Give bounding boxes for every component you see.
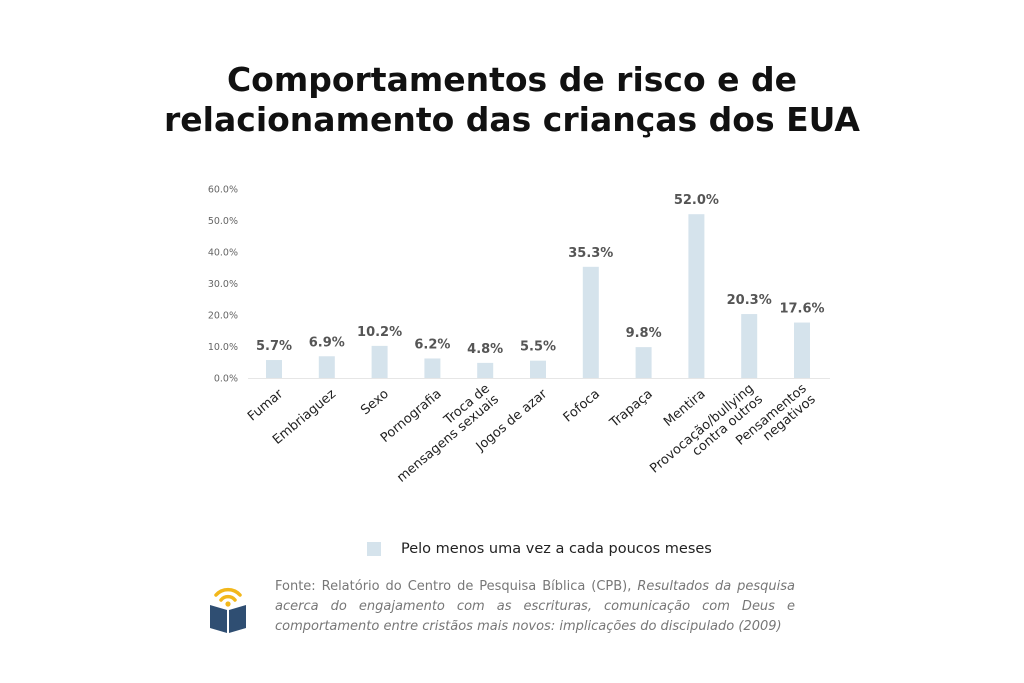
source-prefix: Fonte: Relatório do Centro de Pesquisa B… bbox=[275, 579, 638, 594]
y-tick-label: 30.0% bbox=[208, 279, 238, 290]
bar bbox=[582, 266, 599, 378]
bar bbox=[741, 314, 758, 378]
data-label: 9.8% bbox=[626, 326, 662, 341]
x-tick-label-group: Trapaça bbox=[607, 387, 656, 432]
data-label: 17.6% bbox=[779, 302, 824, 317]
data-label: 6.2% bbox=[414, 337, 450, 352]
x-tick-label: Fofoca bbox=[561, 387, 603, 426]
x-tick-label: Trapaça bbox=[607, 387, 656, 432]
chart-title-line-1: Comportamentos de risco e de bbox=[226, 60, 798, 99]
data-label: 5.5% bbox=[520, 340, 556, 355]
bar bbox=[688, 214, 705, 378]
bar bbox=[530, 360, 546, 378]
y-tick-label: 0.0% bbox=[214, 374, 238, 385]
data-label: 10.2% bbox=[357, 325, 402, 340]
data-label: 35.3% bbox=[568, 246, 613, 261]
y-tick-label: 20.0% bbox=[208, 311, 238, 322]
data-label: 4.8% bbox=[467, 342, 503, 357]
chart-title: Comportamentos de risco e de relacioname… bbox=[0, 60, 1024, 140]
source-title: Resultados da pesquisa acerca do engajam… bbox=[275, 579, 795, 634]
bar bbox=[635, 347, 652, 378]
data-label: 5.7% bbox=[256, 339, 292, 354]
data-label: 52.0% bbox=[674, 193, 719, 208]
x-tick-label-group: Fumar bbox=[245, 386, 287, 424]
x-tick-label: Sexo bbox=[358, 387, 392, 419]
bar bbox=[794, 322, 810, 378]
bar bbox=[266, 360, 282, 378]
legend-label: Pelo menos uma vez a cada poucos meses bbox=[401, 541, 712, 557]
bar bbox=[371, 345, 388, 378]
bar bbox=[318, 356, 335, 378]
legend: Pelo menos uma vez a cada poucos meses bbox=[367, 539, 712, 559]
legend-swatch bbox=[367, 542, 381, 556]
x-tick-label: Fumar bbox=[245, 386, 287, 424]
y-tick-label: 10.0% bbox=[208, 342, 238, 353]
open-book-signal-icon bbox=[210, 587, 246, 633]
bar bbox=[424, 358, 441, 378]
x-tick-label-group: Fofoca bbox=[561, 387, 603, 426]
source-note: Fonte: Relatório do Centro de Pesquisa B… bbox=[275, 577, 795, 637]
chart-title-line-2: relacionamento das crianças dos EUA bbox=[164, 100, 860, 139]
data-label: 6.9% bbox=[309, 335, 345, 350]
y-tick-label: 40.0% bbox=[208, 248, 238, 259]
y-tick-label: 50.0% bbox=[208, 216, 238, 227]
bar bbox=[477, 362, 494, 378]
x-tick-label-group: Sexo bbox=[358, 387, 392, 419]
data-label: 20.3% bbox=[727, 293, 772, 308]
y-tick-label: 60.0% bbox=[208, 185, 238, 196]
